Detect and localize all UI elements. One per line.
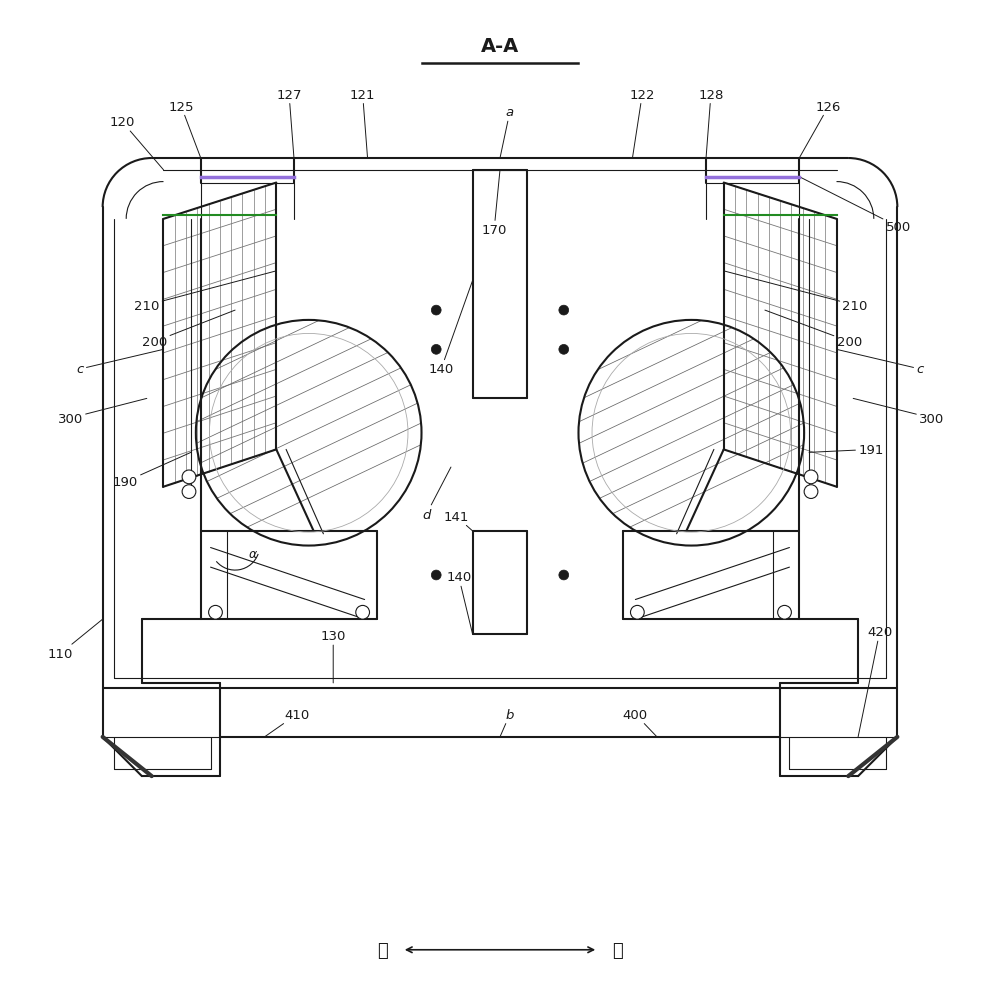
Text: 300: 300 (58, 399, 147, 425)
Circle shape (209, 605, 222, 619)
Text: 120: 120 (110, 116, 163, 171)
Text: 140: 140 (446, 571, 473, 634)
Circle shape (431, 345, 441, 355)
Text: 200: 200 (142, 311, 235, 349)
Text: 191: 191 (809, 443, 884, 456)
Text: 200: 200 (765, 311, 862, 349)
Circle shape (182, 470, 196, 484)
Text: 140: 140 (429, 281, 473, 376)
Text: c: c (837, 350, 924, 376)
Text: 128: 128 (698, 88, 724, 159)
Text: 126: 126 (799, 100, 841, 159)
Circle shape (630, 605, 644, 619)
Circle shape (804, 485, 818, 499)
Text: 130: 130 (321, 629, 346, 683)
Text: b: b (500, 708, 514, 738)
Circle shape (431, 571, 441, 580)
Text: 500: 500 (799, 178, 911, 234)
Circle shape (559, 345, 569, 355)
Circle shape (356, 605, 370, 619)
Text: 左: 左 (377, 941, 388, 959)
Text: 右: 右 (612, 941, 623, 959)
Circle shape (778, 605, 791, 619)
Circle shape (559, 571, 569, 580)
Circle shape (804, 470, 818, 484)
Text: 210: 210 (724, 271, 868, 312)
Text: A-A: A-A (481, 37, 519, 56)
Text: 300: 300 (853, 399, 944, 425)
Text: 190: 190 (113, 453, 191, 489)
Text: α: α (249, 548, 257, 561)
Text: 410: 410 (265, 708, 310, 738)
Circle shape (431, 306, 441, 316)
Text: 210: 210 (134, 271, 276, 312)
Text: 110: 110 (48, 619, 103, 660)
Text: 127: 127 (276, 88, 302, 159)
Text: c: c (76, 350, 163, 376)
Text: a: a (500, 106, 514, 159)
Text: 170: 170 (481, 171, 507, 237)
Circle shape (182, 485, 196, 499)
Text: 121: 121 (350, 88, 375, 159)
Text: 420: 420 (858, 626, 892, 738)
Text: 125: 125 (168, 100, 201, 159)
Text: 141: 141 (443, 510, 473, 532)
Text: d: d (422, 467, 451, 521)
Text: 400: 400 (623, 708, 657, 738)
Circle shape (559, 306, 569, 316)
Text: 122: 122 (630, 88, 655, 159)
